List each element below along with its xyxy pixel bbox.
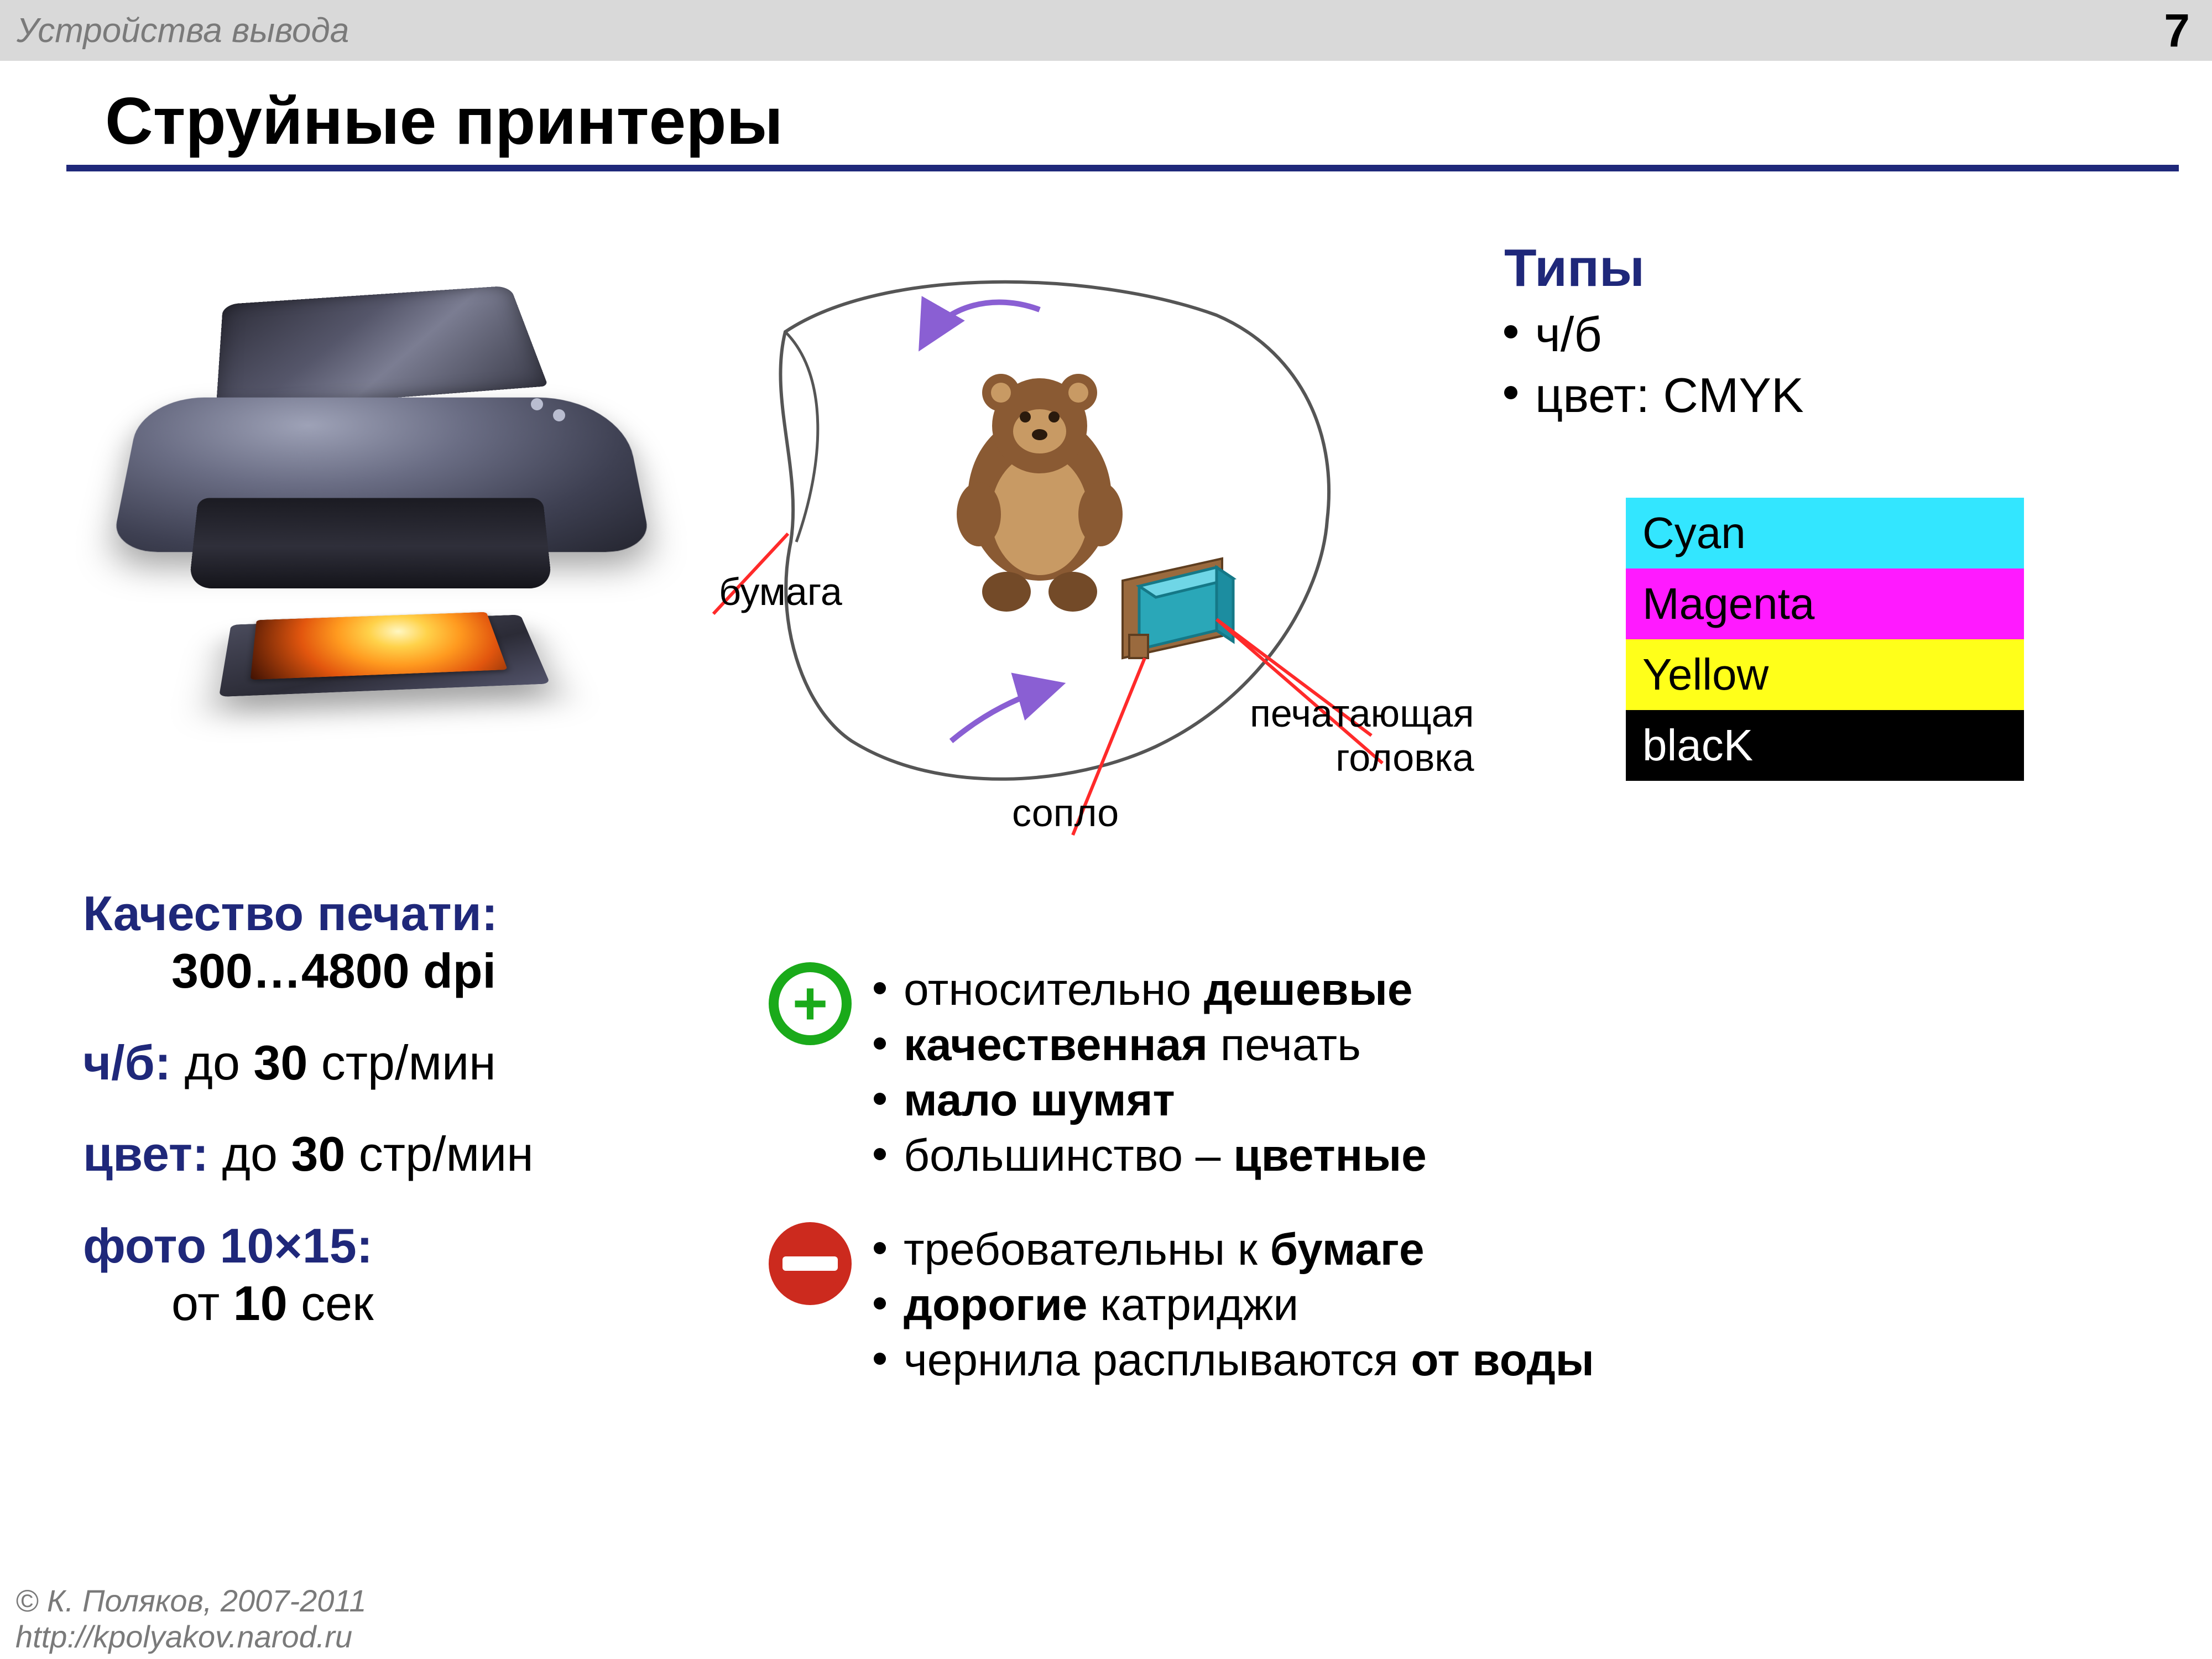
spec-photo-label: фото 10×15: — [83, 1218, 373, 1273]
cmyk-cyan: Cyan — [1626, 498, 2024, 568]
header-bar: Устройства вывода 7 — [0, 0, 2212, 61]
cmyk-yellow: Yellow — [1626, 639, 2024, 710]
pros-cons: + относительно дешевые качественная печа… — [769, 962, 1985, 1427]
spec-photo-value: 10 — [233, 1276, 288, 1331]
spec-bw-prefix: до — [185, 1035, 240, 1090]
label-nozzle: сопло — [1012, 791, 1119, 835]
printer-illustration — [77, 232, 686, 785]
breadcrumb: Устройства вывода — [17, 11, 349, 50]
con-item: дорогие катриджи — [874, 1277, 1594, 1333]
spec-color-unit: стр/мин — [359, 1126, 534, 1181]
cmyk-stack: Cyan Magenta Yellow blacK — [1626, 498, 2024, 781]
spec-color-value: 30 — [291, 1126, 345, 1181]
pro-item: качественная печать — [874, 1018, 1427, 1073]
footer-url: http://kpolyakov.narod.ru — [15, 1619, 367, 1655]
types-block: Типы ч/б цвет: CMYK — [1504, 238, 1804, 426]
spec-color-prefix: до — [222, 1126, 278, 1181]
cmyk-magenta: Magenta — [1626, 568, 2024, 639]
label-printhead: печатающая головка — [1250, 691, 1474, 780]
pros-list: относительно дешевые качественная печать… — [874, 962, 1427, 1183]
footer: © К. Поляков, 2007-2011 http://kpolyakov… — [15, 1583, 367, 1655]
pro-item: мало шумят — [874, 1073, 1427, 1128]
pro-item: относительно дешевые — [874, 962, 1427, 1018]
spec-photo-unit: сек — [301, 1276, 373, 1331]
spec-bw-label: ч/б: — [83, 1035, 171, 1090]
cons-list: требовательны к бумаге дорогие катриджи … — [874, 1222, 1594, 1388]
copyright: © К. Поляков, 2007-2011 — [15, 1583, 367, 1619]
title-underline — [66, 165, 2179, 171]
specs-block: Качество печати: 300…4800 dpi ч/б: до 30… — [83, 885, 747, 1366]
printhead-diagram: бумага сопло печатающая головка — [686, 232, 1460, 852]
spec-quality-label: Качество печати: — [83, 886, 498, 941]
con-item: чернила расплываются от воды — [874, 1333, 1594, 1388]
plus-icon: + — [769, 962, 852, 1045]
types-item: цвет: CMYK — [1504, 365, 1804, 426]
types-item: ч/б — [1504, 304, 1804, 365]
con-item: требовательны к бумаге — [874, 1222, 1594, 1277]
minus-icon — [769, 1222, 852, 1305]
types-title: Типы — [1504, 238, 1804, 299]
cmyk-black: blacK — [1626, 710, 2024, 781]
label-paper: бумага — [719, 570, 842, 614]
spec-bw-value: 30 — [253, 1035, 307, 1090]
spec-bw-unit: стр/мин — [321, 1035, 496, 1090]
spec-color-label: цвет: — [83, 1126, 208, 1181]
page-title: Струйные принтеры — [105, 83, 2212, 159]
spec-quality-value: 300…4800 dpi — [171, 943, 496, 998]
pro-item: большинство – цветные — [874, 1128, 1427, 1183]
page-number: 7 — [2164, 4, 2190, 58]
spec-photo-prefix: от — [171, 1276, 220, 1331]
